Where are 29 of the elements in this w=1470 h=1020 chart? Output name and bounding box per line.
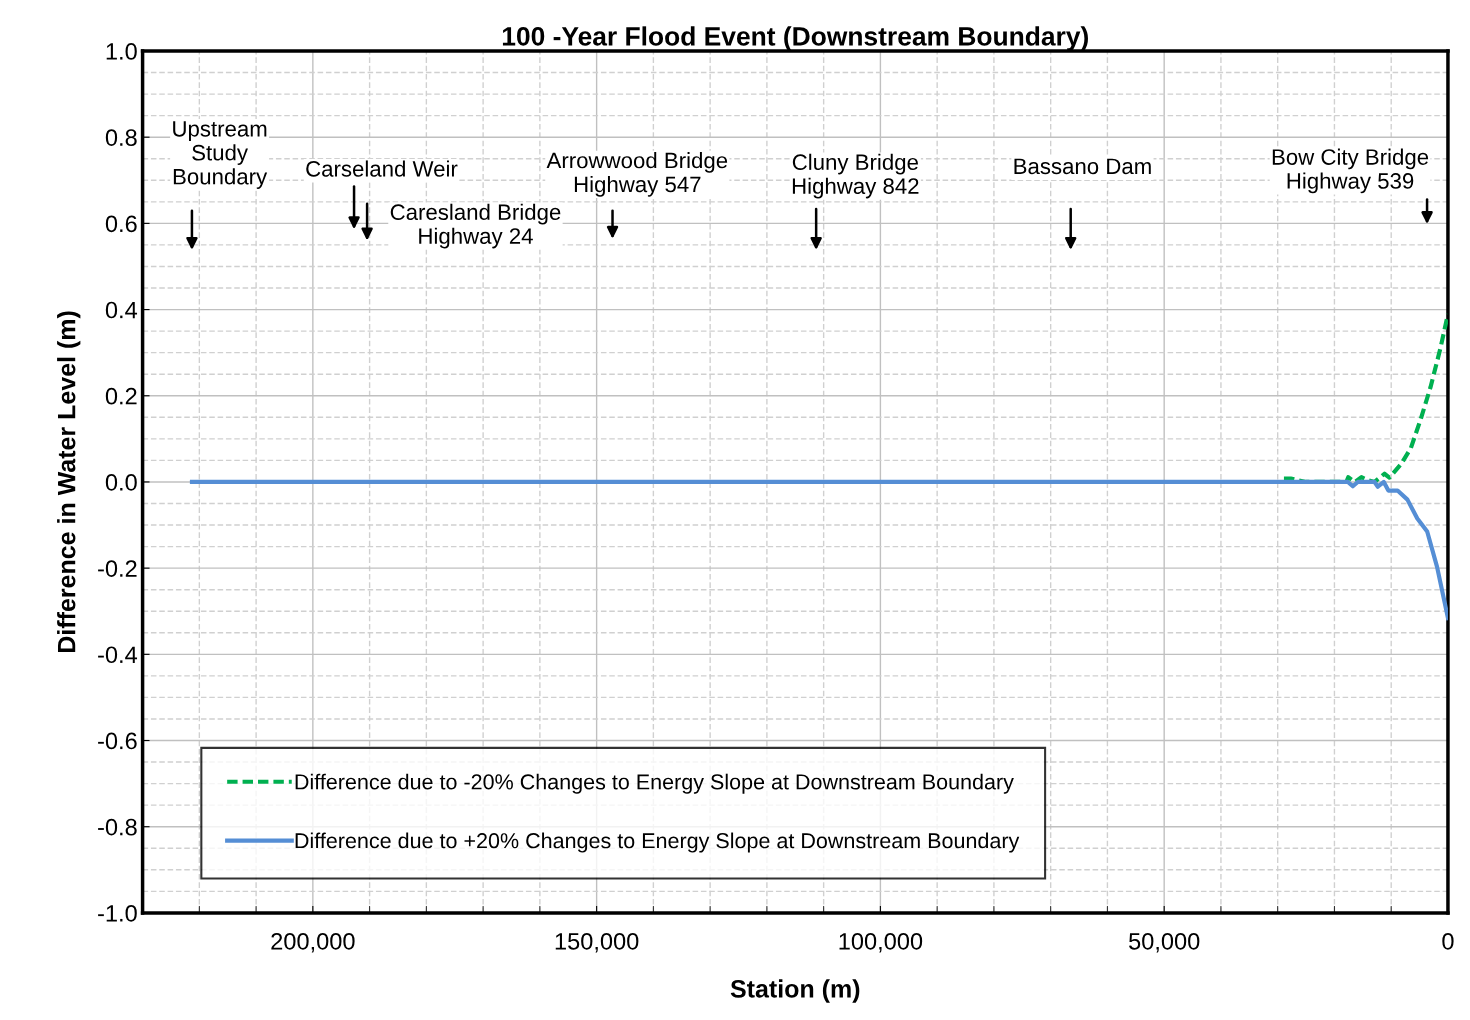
annotation: Bow City Bridge Highway 539 (1272, 148, 1429, 194)
y-tick-label: -0.8 (98, 818, 137, 836)
annotation: Caresland Bridge Highway 24 (390, 203, 561, 249)
legend-label: Difference due to +20% Changes to Energy Slope at Downstream Boundary (295, 832, 1020, 853)
y-tick-label: -0.6 (98, 732, 137, 750)
y-tick-label: -1.0 (98, 904, 137, 922)
y-tick-label: 0.0 (105, 474, 137, 491)
annotation: Bassano Dam (1014, 158, 1151, 175)
x-tick-label: 150,000 (555, 932, 639, 953)
annotation: Carseland Weir (306, 160, 458, 177)
x-tick-label: 0 (1442, 932, 1454, 950)
line-series (189, 479, 1448, 621)
y-tick-label: 1.0 (106, 43, 137, 60)
y-tick-label: 0.6 (105, 215, 137, 233)
x-tick-label: 100,000 (839, 932, 923, 953)
legend-label: Difference due to -20% Changes to Energy Slope at Downstream Boundary (295, 773, 1014, 794)
chart-title: 100 -Year Flood Event (Downstream Boundary) (502, 26, 1088, 51)
x-tick-label: 50,000 (1129, 932, 1200, 953)
y-tick-label: 0.2 (105, 387, 137, 405)
x-tick-label: 200,000 (271, 932, 355, 953)
annotation: Upstream Study Boundary (173, 121, 268, 189)
y-tick-label: -0.4 (98, 646, 138, 664)
annotation: Cluny Bridge Highway 842 (792, 153, 919, 199)
y-axis-title: Difference in Water Level (m) (57, 311, 81, 653)
y-tick-label: 0.4 (105, 301, 138, 319)
y-tick-label: -0.2 (98, 560, 137, 577)
annotation: Arrowwood Bridge Highway 547 (546, 152, 728, 197)
y-tick-label: 0.8 (105, 129, 137, 146)
x-axis-title: Station (m) (730, 979, 860, 1003)
